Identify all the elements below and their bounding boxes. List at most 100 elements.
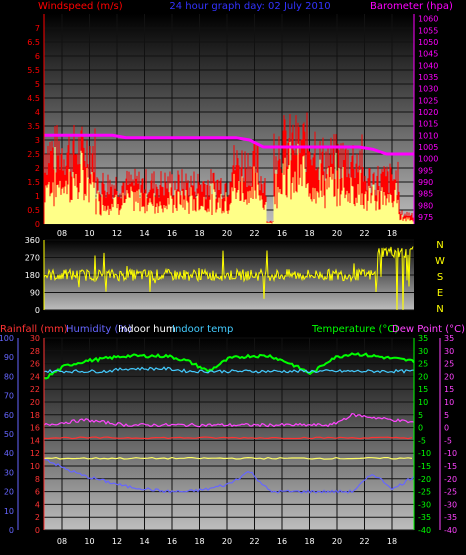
x-axis-ticks: 08 10 12 14 16 18 20 22 16 18 20 22 18 [57,537,397,546]
y-tick-label: -25 [444,488,457,497]
y-tick-label: 2.5 [27,150,40,159]
x-tick-label: 16 [277,537,287,546]
y-tick-label: 0 [444,424,449,433]
x-tick-label: 10 [84,229,94,238]
y-tick-label: 90 [4,353,14,362]
y-tick-label: 100 [0,334,14,343]
series-lines [43,352,415,494]
y-tick-label: 1020 [418,108,438,117]
x-tick-label: 12 [112,229,122,238]
y-tick-label: 2 [35,513,40,522]
y-tick-label: -30 [418,500,431,509]
y-tick-label: 2 [35,164,40,173]
y-tick-label: -10 [418,449,431,458]
y-tick-label: 1030 [418,85,438,94]
y-tick-label: -40 [444,526,457,535]
x-tick-label: 22 [359,537,369,546]
series-line [43,352,415,380]
y-tick-label: 26 [30,360,40,369]
y-tick-label: 30 [30,334,40,343]
y-tick-label: 20 [444,372,454,381]
x-tick-label: 22 [249,537,259,546]
y-tick-label: -10 [444,449,457,458]
series-line [43,456,413,460]
y-tick-label: 980 [418,201,433,210]
y-tick-label: 6.5 [27,38,40,47]
y-tick-label: 10 [4,507,14,516]
y-tick-label: 0 [418,424,423,433]
x-axis-ticks: 08 10 12 14 16 18 20 22 16 18 20 22 18 [57,229,397,238]
y-tick-label: 1060 [418,15,438,24]
y-tick-label: 6 [35,52,40,61]
direction-label: N [436,240,443,251]
windspeed-axis-label: Windspeed (m/s) [38,1,123,12]
x-tick-label: 18 [387,229,397,238]
y-tick-label: 1000 [418,155,438,164]
x-tick-label: 18 [304,537,314,546]
x-tick-label: 14 [139,229,149,238]
y-tick-label: 5 [444,411,449,420]
y-tick-label: -25 [418,488,431,497]
y-tick-label: 35 [444,334,454,343]
y-tick-label: 4 [35,108,40,117]
y-tick-label: 70 [4,392,14,401]
y-tick-label: 1050 [418,38,438,47]
y-tick-label: 20 [418,372,428,381]
series-line [43,412,415,428]
y-tick-label: -30 [444,500,457,509]
y-tick-label: 10 [444,398,454,407]
y-tick-label: 25 [444,360,454,369]
y-tick-label: 1005 [418,143,438,152]
x-tick-label: 20 [222,229,232,238]
y-tick-label: 6 [35,488,40,497]
x-tick-label: 18 [387,537,397,546]
y-tick-label: 50 [4,430,14,439]
x-tick-label: 16 [167,537,177,546]
y-tick-label: -40 [418,526,431,535]
y-tick-label: 5.5 [27,66,40,75]
x-tick-label: 12 [112,537,122,546]
legend-rainfall: Rainfall (mm) [0,324,68,335]
y-tick-label: 80 [4,372,14,381]
y-tick-label: -5 [418,436,426,445]
y-tick-label: 28 [30,347,40,356]
y-tick-label: 990 [418,178,433,187]
y-tick-label: 22 [30,385,40,394]
x-tick-label: 20 [222,537,232,546]
y-tick-label: -35 [418,513,431,522]
x-tick-label: 16 [167,229,177,238]
y-tick-label: 7 [35,24,40,33]
y-tick-label: 15 [444,385,454,394]
y-tick-label: 16 [30,424,40,433]
y-tick-label: 3 [35,136,40,145]
x-tick-label: 20 [332,229,342,238]
barometer-axis-label: Barometer (hpa) [370,1,453,12]
windspeed-area [43,141,414,224]
y-tick-label: 20 [4,488,14,497]
legend-temperature: Temperature (°C) [311,324,398,335]
y-tick-label: 20 [30,398,40,407]
y-tick-label: 30 [418,347,428,356]
legend-indoor-hum: Indoor hum [118,324,176,335]
y-tick-label: 0 [35,220,40,229]
y-tick-label: 1.5 [27,178,40,187]
y-tick-label: 40 [4,449,14,458]
y-axis-ticks-right: 975 980 985 990 995 1000 1005 1010 1015 1020 1025 1… [418,15,438,222]
y-axis-ticks-left: 0 0.5 1 1.5 2 2.5 3 3.5 4 4.5 5 5.5 6 6.5 7 [27,24,40,229]
y-tick-label: 1015 [418,120,438,129]
temperature-humidity-chart: Rainfall (mm) Humidity (%) Indoor hum In… [0,324,465,546]
y-tick-label: 1025 [418,96,438,105]
y-tick-label: -20 [418,475,431,484]
barometer-line [44,133,414,156]
legend-dewpoint: Dew Point (°C) [392,324,465,335]
y-tick-label: 995 [418,166,433,175]
y-tick-label: 5 [35,80,40,89]
y-tick-label: 30 [4,468,14,477]
y-tick-label: 0 [35,526,40,535]
y-tick-label: -5 [444,436,452,445]
y-tick-label: 180 [25,271,40,280]
y-tick-label: 5 [418,411,423,420]
